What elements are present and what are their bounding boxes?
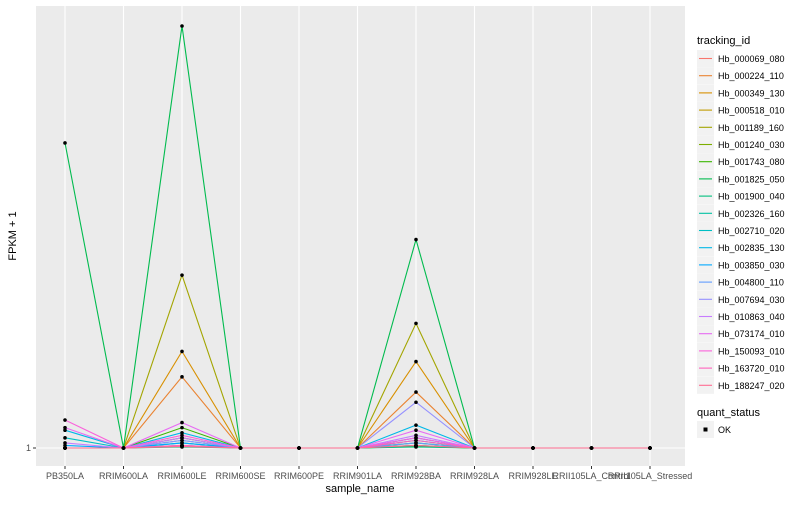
data-point bbox=[180, 425, 184, 430]
data-point bbox=[180, 349, 184, 354]
data-point bbox=[121, 446, 126, 450]
data-point bbox=[414, 390, 418, 394]
data-point bbox=[414, 436, 418, 440]
data-point bbox=[648, 446, 652, 450]
y-axis-title: FPKM + 1 bbox=[7, 211, 19, 260]
legend-label: Hb_000349_130 bbox=[718, 88, 785, 98]
x-axis-title: sample_name bbox=[325, 483, 394, 495]
x-tick-label: RRIM928BA bbox=[391, 471, 441, 481]
legend-label: Hb_000069_080 bbox=[718, 54, 785, 64]
data-point bbox=[63, 441, 67, 445]
legend-label: Hb_004800_110 bbox=[718, 278, 784, 288]
y-axis: 1 bbox=[26, 443, 36, 453]
x-tick-label: RRII105LA_Control bbox=[552, 471, 630, 481]
x-tick-label: RRIM928LE bbox=[508, 471, 557, 481]
legend-label: Hb_001240_030 bbox=[718, 140, 785, 150]
data-point bbox=[414, 438, 418, 443]
data-point bbox=[414, 443, 418, 448]
legend-label: Hb_073174_010 bbox=[718, 329, 785, 339]
x-tick-label: RRIM928LA bbox=[450, 471, 499, 481]
data-point bbox=[355, 446, 360, 450]
legend-label: Hb_000518_010 bbox=[718, 106, 785, 116]
x-tick-label: PB350LA bbox=[46, 471, 84, 481]
legend-label: Hb_001825_050 bbox=[718, 174, 785, 184]
point-legend-label: OK bbox=[718, 425, 731, 435]
data-point bbox=[180, 430, 184, 435]
x-axis: PB350LA RRIM600LA RRIM600LE RRIM600SE RRIM60… bbox=[46, 466, 692, 481]
data-point bbox=[180, 438, 184, 443]
x-tick-label: RRIM600SE bbox=[215, 471, 265, 481]
data-point bbox=[63, 425, 67, 430]
x-tick-label: RRIM901LA bbox=[333, 471, 382, 481]
legend: tracking_id Hb_000069_080Hb_000224_110Hb… bbox=[697, 35, 785, 438]
legend-label: Hb_010863_040 bbox=[718, 312, 785, 322]
data-point bbox=[180, 24, 184, 28]
data-point bbox=[414, 359, 418, 364]
data-point bbox=[180, 444, 184, 449]
data-point bbox=[180, 436, 184, 440]
legend-items: Hb_000069_080 Hb_000224_110 Hb_000349_130 H… bbox=[697, 50, 785, 394]
data-point bbox=[63, 436, 67, 440]
point-legend-items: OK bbox=[697, 421, 731, 438]
data-point bbox=[297, 446, 301, 450]
legend-label: Hb_003850_030 bbox=[718, 260, 785, 270]
data-point bbox=[238, 446, 243, 450]
data-point bbox=[414, 423, 418, 427]
legend-label: Hb_002326_160 bbox=[718, 209, 785, 219]
x-tick-label: RRII105LA_Stressed bbox=[608, 471, 693, 481]
data-point bbox=[414, 433, 418, 438]
data-point bbox=[414, 441, 418, 445]
legend-label: Hb_002710_020 bbox=[718, 226, 785, 236]
data-point bbox=[414, 400, 418, 405]
data-point bbox=[63, 418, 67, 422]
data-point bbox=[63, 446, 67, 450]
legend-label: Hb_002835_130 bbox=[718, 243, 785, 253]
plot-panel bbox=[36, 6, 685, 466]
data-point bbox=[180, 441, 184, 445]
data-point bbox=[414, 428, 418, 433]
data-point bbox=[589, 446, 594, 450]
data-point bbox=[414, 237, 418, 242]
series-points bbox=[63, 24, 652, 450]
legend-label: Hb_007694_030 bbox=[718, 295, 785, 305]
data-point bbox=[63, 443, 67, 448]
data-point bbox=[63, 141, 67, 145]
data-point bbox=[180, 433, 184, 438]
y-tick-label: 1 bbox=[26, 443, 31, 453]
legend-label: Hb_001900_040 bbox=[718, 192, 785, 202]
legend-label: Hb_150093_010 bbox=[718, 346, 785, 356]
legend-label: Hb_001743_080 bbox=[718, 157, 785, 167]
legend-label: Hb_001189_160 bbox=[718, 123, 784, 133]
legend-title: tracking_id bbox=[697, 35, 750, 47]
x-tick-label: RRIM600LA bbox=[99, 471, 148, 481]
data-point bbox=[180, 420, 184, 425]
data-point bbox=[472, 446, 477, 450]
legend-label: Hb_188247_020 bbox=[718, 381, 785, 391]
legend-label: Hb_163720_010 bbox=[718, 364, 785, 374]
point-legend-title: quant_status bbox=[697, 407, 760, 419]
data-point bbox=[531, 446, 535, 450]
x-tick-label: RRIM600PE bbox=[274, 471, 324, 481]
point-legend-swatch bbox=[703, 427, 708, 432]
x-tick-label: RRIM600LE bbox=[157, 471, 206, 481]
data-point bbox=[180, 375, 184, 379]
legend-label: Hb_000224_110 bbox=[718, 71, 784, 81]
data-point bbox=[414, 321, 418, 326]
data-point bbox=[63, 428, 67, 433]
data-point bbox=[180, 273, 184, 277]
